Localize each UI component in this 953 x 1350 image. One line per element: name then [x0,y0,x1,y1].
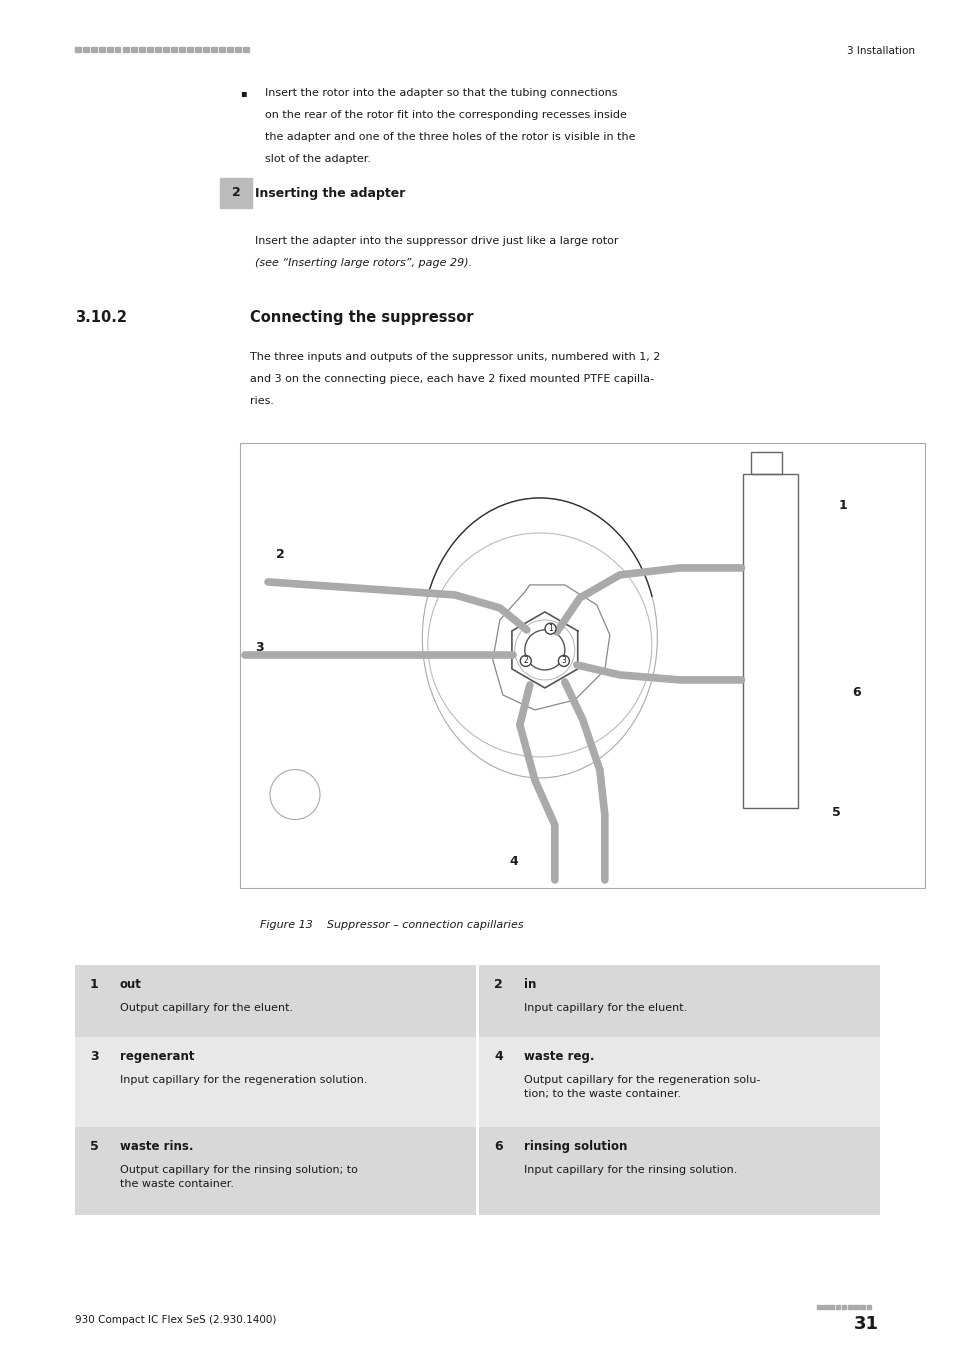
Text: 2: 2 [275,548,284,560]
Text: Insert the rotor into the adapter so that the tubing connections: Insert the rotor into the adapter so tha… [265,88,617,99]
Text: in: in [523,977,536,991]
Bar [75,965,476,1037]
Circle shape [544,624,556,634]
Text: Output capillary for the regeneration solu-
tion; to the waste container.: Output capillary for the regeneration so… [523,1075,760,1099]
Bar [847,1304,852,1310]
Text: Figure 13    Suppressor – connection capillaries: Figure 13 Suppressor – connection capill… [260,919,523,930]
Bar [835,1304,840,1310]
Text: on the rear of the rotor fit into the corresponding recesses inside: on the rear of the rotor fit into the co… [265,109,626,120]
Text: 31: 31 [853,1315,878,1332]
Text: regenerant: regenerant [120,1050,194,1062]
Text: 1: 1 [90,977,99,991]
Text: 3: 3 [90,1050,98,1062]
Bar [171,46,176,53]
Bar [227,46,233,53]
Bar [107,46,112,53]
Bar [751,452,781,474]
Text: 3: 3 [255,641,264,655]
Text: Output capillary for the rinsing solution; to
the waste container.: Output capillary for the rinsing solutio… [120,1165,357,1189]
Text: waste rins.: waste rins. [120,1139,193,1153]
Bar [91,46,96,53]
Bar [478,1037,879,1127]
Bar [478,1127,879,1215]
Bar [131,46,136,53]
Text: 6: 6 [494,1139,502,1153]
Text: 2: 2 [232,186,240,200]
Text: The three inputs and outputs of the suppressor units, numbered with 1, 2: The three inputs and outputs of the supp… [250,352,659,362]
Bar [865,1304,870,1310]
Text: Input capillary for the regeneration solution.: Input capillary for the regeneration sol… [120,1075,367,1085]
Text: 4: 4 [509,855,517,868]
Text: 3 Installation: 3 Installation [846,46,914,57]
Bar [853,1304,858,1310]
Bar [240,443,924,888]
Bar [816,1304,821,1310]
Text: rinsing solution: rinsing solution [523,1139,627,1153]
Circle shape [519,656,531,667]
Bar [203,46,209,53]
Bar [194,46,200,53]
Bar [822,1304,827,1310]
Bar [219,46,224,53]
Text: 930 Compact IC Flex SeS (2.930.1400): 930 Compact IC Flex SeS (2.930.1400) [75,1315,276,1324]
Bar [147,46,152,53]
Text: 3: 3 [561,656,566,666]
Bar [163,46,169,53]
Bar [154,46,160,53]
Bar [179,46,184,53]
Text: waste reg.: waste reg. [523,1050,594,1062]
Text: Input capillary for the eluent.: Input capillary for the eluent. [523,1003,686,1012]
Bar [115,46,120,53]
Text: 1: 1 [548,624,553,633]
Text: Connecting the suppressor: Connecting the suppressor [250,310,473,325]
Bar [75,1037,476,1127]
Bar [220,178,252,208]
Text: Inserting the adapter: Inserting the adapter [254,186,405,200]
Bar [860,1304,864,1310]
Bar [75,46,80,53]
Bar [742,474,798,807]
Text: and 3 on the connecting piece, each have 2 fixed mounted PTFE capilla-: and 3 on the connecting piece, each have… [250,374,654,383]
Text: slot of the adapter.: slot of the adapter. [265,154,371,163]
Text: 5: 5 [831,806,840,819]
Text: 6: 6 [851,686,860,699]
Bar [211,46,216,53]
Bar [841,1304,845,1310]
Bar [478,965,879,1037]
Text: (see “Inserting large rotors”, page 29).: (see “Inserting large rotors”, page 29). [254,258,472,269]
Text: ▪: ▪ [240,88,247,99]
Text: the adapter and one of the three holes of the rotor is visible in the: the adapter and one of the three holes o… [265,132,635,142]
Bar [99,46,105,53]
Bar [234,46,240,53]
Bar [75,1127,476,1215]
Bar [123,46,129,53]
Bar [828,1304,833,1310]
Text: ries.: ries. [250,396,274,406]
Text: Input capillary for the rinsing solution.: Input capillary for the rinsing solution… [523,1165,737,1174]
Text: Output capillary for the eluent.: Output capillary for the eluent. [120,1003,293,1012]
Text: out: out [120,977,142,991]
Text: 2: 2 [523,656,528,666]
Text: 4: 4 [494,1050,502,1062]
Text: 3.10.2: 3.10.2 [75,310,127,325]
Text: 2: 2 [494,977,502,991]
Text: Insert the adapter into the suppressor drive just like a large rotor: Insert the adapter into the suppressor d… [254,236,621,246]
Text: 1: 1 [838,498,846,512]
Bar [139,46,144,53]
Bar [243,46,248,53]
Text: 5: 5 [90,1139,99,1153]
Bar [83,46,89,53]
Circle shape [558,656,569,667]
Bar [187,46,193,53]
